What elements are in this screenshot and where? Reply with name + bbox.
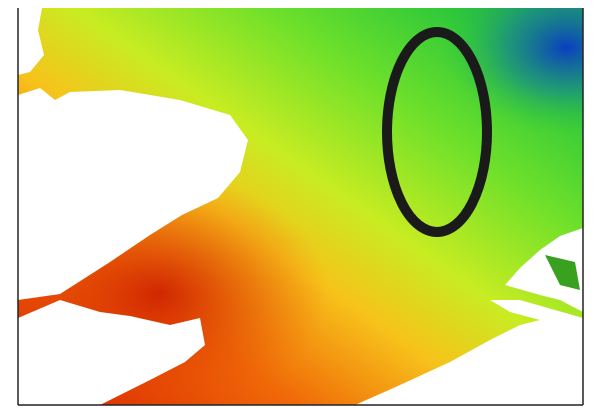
page: (() => { const data = JSON.parse(documen… [0, 0, 594, 408]
map [0, 0, 594, 408]
